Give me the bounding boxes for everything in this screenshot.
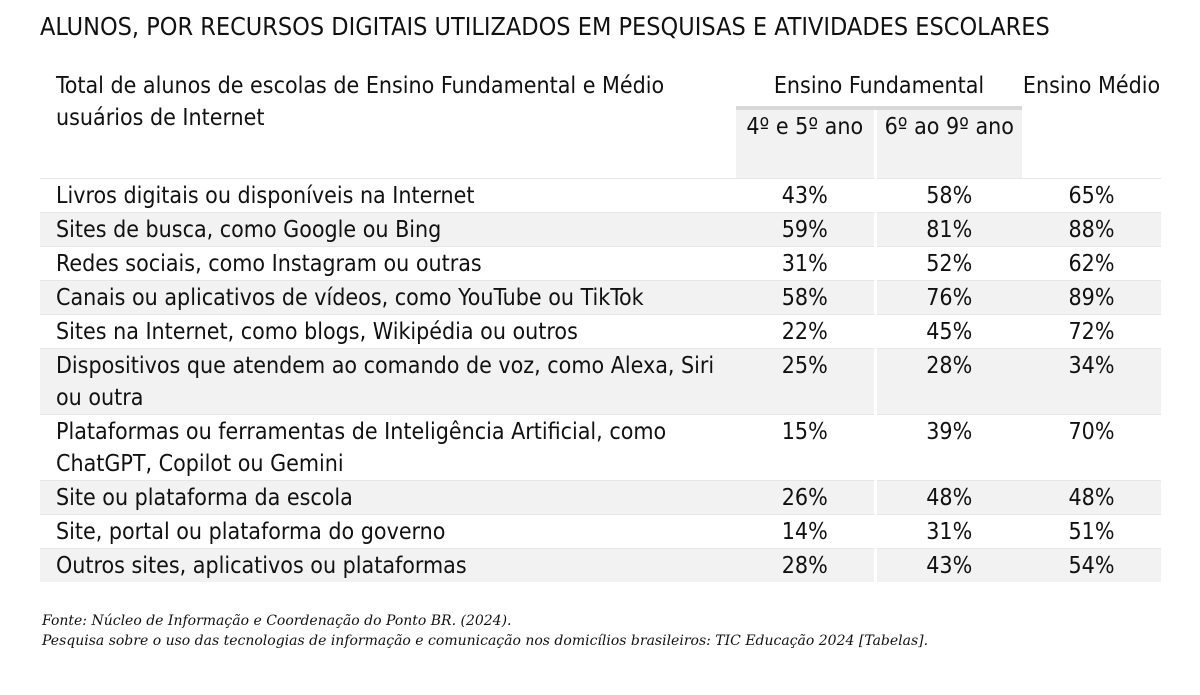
cell-em: 65% xyxy=(1022,178,1162,213)
table-row: Outros sites, aplicativos ou plataformas… xyxy=(40,548,1162,582)
row-label: Site, portal ou plataforma do governo xyxy=(40,514,736,549)
table-row: Redes sociais, como Instagram ou outras … xyxy=(40,246,1162,281)
table-row: Canais ou aplicativos de vídeos, como Yo… xyxy=(40,280,1162,315)
cell-em: 72% xyxy=(1022,314,1162,349)
cell-ef-4-5: 31% xyxy=(736,246,875,281)
table-row: Plataformas ou ferramentas de Inteligênc… xyxy=(40,414,1162,481)
data-table: Total de alunos de escolas de Ensino Fun… xyxy=(40,66,1162,582)
row-label: Dispositivos que atendem ao comando de v… xyxy=(40,348,736,415)
cell-ef-6-9: 58% xyxy=(873,178,1023,213)
cell-ef-6-9: 43% xyxy=(873,548,1023,582)
cell-em: 34% xyxy=(1022,348,1162,415)
cell-ef-6-9: 76% xyxy=(873,280,1023,315)
cell-ef-6-9: 48% xyxy=(873,480,1023,515)
source-line-1: Fonte: Núcleo de Informação e Coordenaçã… xyxy=(42,613,512,629)
cell-ef-4-5: 58% xyxy=(736,280,875,315)
cell-em: 51% xyxy=(1022,514,1162,549)
cell-ef-4-5: 26% xyxy=(736,480,875,515)
cell-em: 88% xyxy=(1022,212,1162,247)
table-row: Dispositivos que atendem ao comando de v… xyxy=(40,348,1162,415)
row-label: Site ou plataforma da escola xyxy=(40,480,736,515)
header-ensino-medio: Ensino Médio xyxy=(1022,73,1161,99)
cell-ef-4-5: 22% xyxy=(736,314,875,349)
cell-ef-6-9: 81% xyxy=(873,212,1023,247)
header-6-9-ano: 6º ao 9º ano xyxy=(873,108,1023,179)
table-row: Sites de busca, como Google ou Bing 59% … xyxy=(40,212,1162,247)
cell-ef-4-5: 15% xyxy=(736,414,875,481)
cell-ef-4-5: 43% xyxy=(736,178,875,213)
cell-ef-4-5: 28% xyxy=(736,548,875,582)
row-label: Sites na Internet, como blogs, Wikipédia… xyxy=(40,314,736,349)
row-label: Sites de busca, como Google ou Bing xyxy=(40,212,736,247)
cell-ef-6-9: 31% xyxy=(873,514,1023,549)
cell-ef-4-5: 14% xyxy=(736,514,875,549)
cell-ef-4-5: 59% xyxy=(736,212,875,247)
table-row: Sites na Internet, como blogs, Wikipédia… xyxy=(40,314,1162,349)
cell-em: 62% xyxy=(1022,246,1162,281)
cell-em: 89% xyxy=(1022,280,1162,315)
table-row: Site, portal ou plataforma do governo 14… xyxy=(40,514,1162,549)
cell-em: 48% xyxy=(1022,480,1162,515)
table-row: Livros digitais ou disponíveis na Intern… xyxy=(40,178,1162,213)
header-label: Total de alunos de escolas de Ensino Fun… xyxy=(40,66,736,179)
row-label: Redes sociais, como Instagram ou outras xyxy=(40,246,736,281)
table-row: Site ou plataforma da escola 26% 48% 48% xyxy=(40,480,1162,515)
page-title: ALUNOS, POR RECURSOS DIGITAIS UTILIZADOS… xyxy=(40,12,1050,41)
source-note: Fonte: Núcleo de Informação e Coordenaçã… xyxy=(42,611,928,651)
row-label: Plataformas ou ferramentas de Inteligênc… xyxy=(40,414,736,481)
cell-ef-6-9: 28% xyxy=(873,348,1023,415)
header-4-5-ano: 4º e 5º ano xyxy=(736,108,875,179)
header-ensino-fundamental: Ensino Fundamental xyxy=(736,66,1023,110)
cell-em: 70% xyxy=(1022,414,1162,481)
cell-ef-6-9: 52% xyxy=(873,246,1023,281)
cell-em: 54% xyxy=(1022,548,1162,582)
row-label: Outros sites, aplicativos ou plataformas xyxy=(40,548,736,582)
cell-ef-6-9: 45% xyxy=(873,314,1023,349)
row-label: Canais ou aplicativos de vídeos, como Yo… xyxy=(40,280,736,315)
cell-ef-4-5: 25% xyxy=(736,348,875,415)
row-label: Livros digitais ou disponíveis na Intern… xyxy=(40,178,736,213)
cell-ef-6-9: 39% xyxy=(873,414,1023,481)
source-line-2: Pesquisa sobre o uso das tecnologias de … xyxy=(42,633,929,649)
